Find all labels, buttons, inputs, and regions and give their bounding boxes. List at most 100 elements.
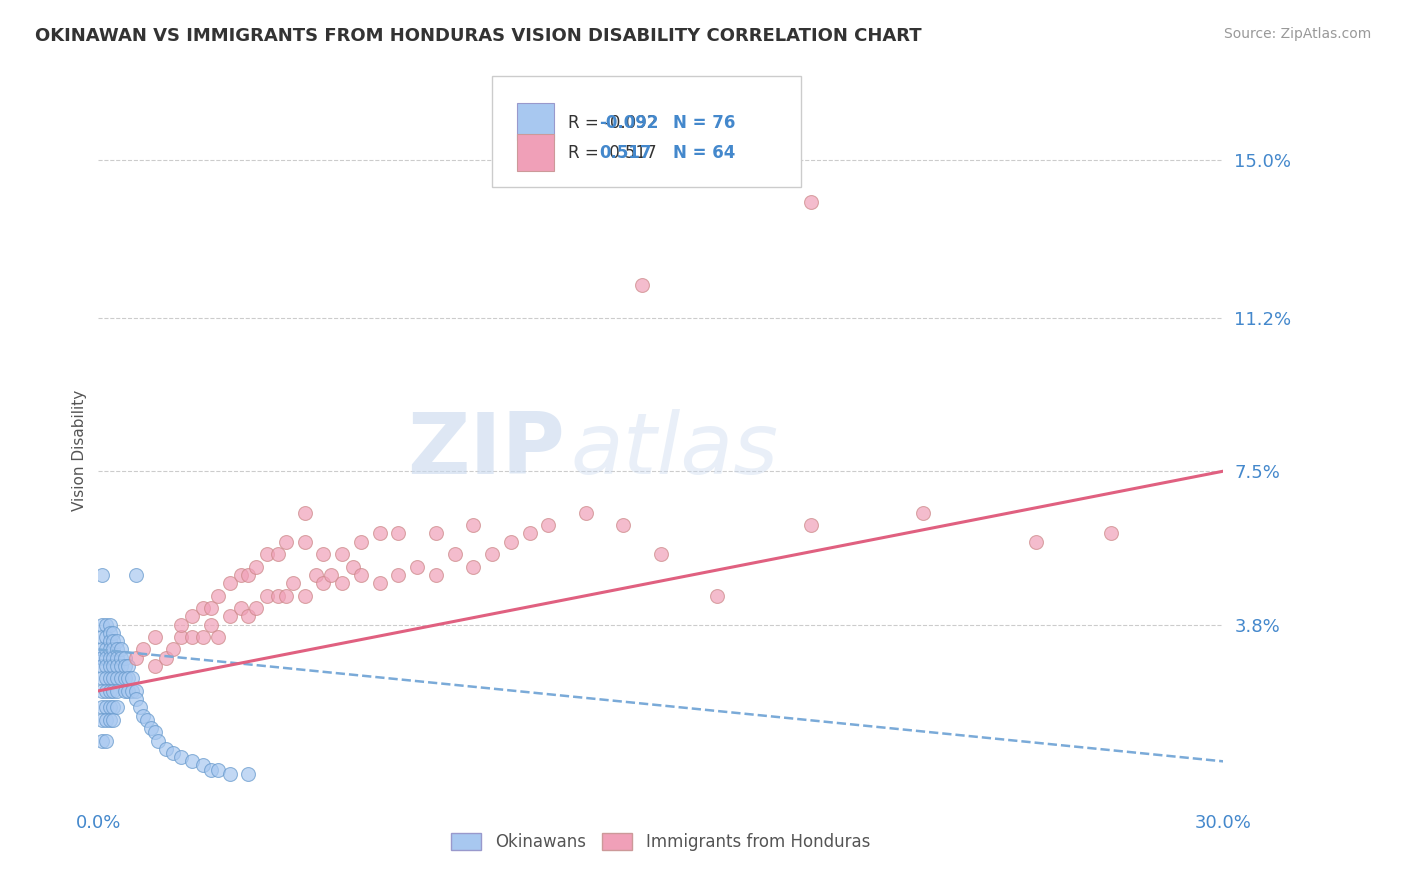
Point xyxy=(117,672,139,686)
Point xyxy=(103,713,125,727)
Point xyxy=(110,672,132,686)
Point xyxy=(105,634,128,648)
Text: atlas: atlas xyxy=(571,409,779,492)
Point xyxy=(94,733,117,747)
Point xyxy=(103,700,125,714)
Point xyxy=(387,567,409,582)
Point xyxy=(121,672,143,686)
Point xyxy=(463,559,485,574)
Point xyxy=(294,589,316,603)
Point xyxy=(181,609,204,624)
Point xyxy=(229,601,252,615)
Point xyxy=(114,659,136,673)
Point xyxy=(350,534,373,549)
Point xyxy=(91,713,114,727)
Point xyxy=(519,526,541,541)
Point xyxy=(91,650,114,665)
Point xyxy=(94,684,117,698)
Point xyxy=(143,630,166,644)
Point xyxy=(294,506,316,520)
Point xyxy=(537,518,560,533)
Point xyxy=(155,650,177,665)
Point xyxy=(91,733,114,747)
Point xyxy=(125,684,148,698)
Point xyxy=(91,567,114,582)
Point xyxy=(94,617,117,632)
Text: ZIP: ZIP xyxy=(408,409,565,492)
Point xyxy=(114,672,136,686)
Point xyxy=(387,526,409,541)
Point xyxy=(117,684,139,698)
Text: N = 76: N = 76 xyxy=(673,114,735,132)
Point xyxy=(105,659,128,673)
Point xyxy=(98,659,121,673)
Point xyxy=(94,713,117,727)
Point xyxy=(245,601,267,615)
Point xyxy=(103,672,125,686)
Point xyxy=(218,766,240,780)
Point xyxy=(136,713,159,727)
Point xyxy=(274,589,297,603)
Point xyxy=(256,547,278,561)
Point xyxy=(103,650,125,665)
Point xyxy=(283,576,305,591)
Point xyxy=(350,567,373,582)
Point xyxy=(425,567,447,582)
Point xyxy=(103,625,125,640)
Point xyxy=(91,700,114,714)
Point xyxy=(1099,526,1122,541)
Point xyxy=(98,650,121,665)
Point xyxy=(305,567,328,582)
Point xyxy=(170,617,193,632)
Point xyxy=(103,634,125,648)
Point xyxy=(463,518,485,533)
Point xyxy=(117,659,139,673)
Point xyxy=(312,576,335,591)
Point xyxy=(406,559,429,574)
Text: OKINAWAN VS IMMIGRANTS FROM HONDURAS VISION DISABILITY CORRELATION CHART: OKINAWAN VS IMMIGRANTS FROM HONDURAS VIS… xyxy=(35,27,922,45)
Point xyxy=(91,672,114,686)
Text: Source: ZipAtlas.com: Source: ZipAtlas.com xyxy=(1223,27,1371,41)
Point xyxy=(238,567,260,582)
Legend: Okinawans, Immigrants from Honduras: Okinawans, Immigrants from Honduras xyxy=(444,826,877,858)
Point xyxy=(631,277,654,292)
Point xyxy=(207,763,229,777)
Point xyxy=(425,526,447,541)
Point xyxy=(98,642,121,657)
Point xyxy=(132,642,155,657)
Point xyxy=(105,650,128,665)
Point xyxy=(181,755,204,769)
Point xyxy=(125,567,148,582)
Text: R = -0.092: R = -0.092 xyxy=(568,114,657,132)
Point xyxy=(103,659,125,673)
Point xyxy=(319,567,342,582)
Point xyxy=(499,534,522,549)
Point xyxy=(294,534,316,549)
Y-axis label: Vision Disability: Vision Disability xyxy=(72,390,87,511)
Point xyxy=(91,617,114,632)
Point xyxy=(91,684,114,698)
Point xyxy=(94,642,117,657)
Point xyxy=(181,630,204,644)
Point xyxy=(229,567,252,582)
Point xyxy=(98,713,121,727)
Point xyxy=(330,547,353,561)
Point xyxy=(114,650,136,665)
Point xyxy=(98,700,121,714)
Point xyxy=(121,684,143,698)
Point xyxy=(110,659,132,673)
Point xyxy=(139,721,162,735)
Point xyxy=(103,642,125,657)
Point xyxy=(94,672,117,686)
Point xyxy=(267,589,290,603)
Point xyxy=(162,746,184,760)
Point xyxy=(110,642,132,657)
Text: N = 64: N = 64 xyxy=(673,145,735,162)
Point xyxy=(110,650,132,665)
Point xyxy=(114,684,136,698)
Point xyxy=(170,630,193,644)
Point xyxy=(98,617,121,632)
Point xyxy=(706,589,728,603)
Point xyxy=(267,547,290,561)
Point xyxy=(91,642,114,657)
